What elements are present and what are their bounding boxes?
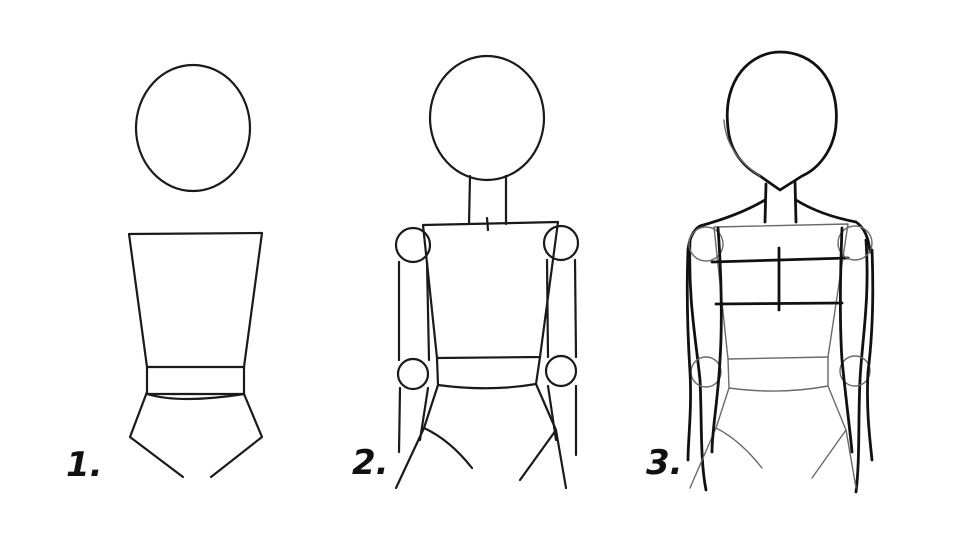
- step-3-right-arm-inner: [839, 226, 854, 454]
- step-3-left-trapezius: [686, 198, 767, 252]
- step-2-waist: [435, 355, 542, 390]
- step-2-right-elbow-joint: [544, 354, 578, 388]
- step-3-right-trapezius: [794, 198, 872, 254]
- step-2-left-elbow-joint: [396, 357, 430, 391]
- step-2-right-shoulder-joint: [542, 224, 580, 262]
- step-2-neck: [467, 174, 508, 226]
- step-2-torso: [421, 220, 560, 360]
- step-3-torso-guide: [713, 223, 849, 360]
- step-3-right-arm-outer: [866, 248, 875, 462]
- step-2-figure: [394, 54, 580, 490]
- step-3-right-shoulder-joint: [837, 225, 873, 261]
- step-2-right-upper-arm: [545, 258, 578, 359]
- step-3-right-hip-guide: [811, 385, 857, 489]
- step-3-left-arm-inner: [710, 226, 723, 454]
- step-3-figure: [685, 50, 875, 494]
- step-3-left-hip-guide: [689, 387, 763, 489]
- step-3-head: [725, 50, 838, 192]
- step-2-label: 2.: [352, 443, 389, 483]
- step-2-left-forearm: [397, 386, 430, 454]
- step-3-left-elbow-joint: [690, 356, 722, 388]
- step-1-figure: [127, 63, 264, 479]
- step-2-left-shoulder-joint: [394, 226, 432, 264]
- step-1-head: [134, 63, 252, 193]
- step-1-label: 1.: [66, 445, 103, 485]
- step-3-label: 3.: [646, 443, 683, 483]
- step-3-left-arm-outer: [685, 248, 692, 462]
- step-2-right-forearm: [546, 384, 578, 457]
- step-3-waist-guide: [727, 356, 829, 392]
- step-3-right-body-contour: [854, 238, 869, 494]
- step-1-waist-curve: [145, 392, 246, 401]
- step-2-center-tick: [485, 216, 490, 232]
- step-1-left-hip: [128, 390, 185, 479]
- step-3-head-guide: [723, 119, 761, 177]
- step-1-waist: [145, 365, 246, 396]
- step-3-right-elbow-joint: [839, 355, 871, 387]
- step-3-neck: [763, 179, 798, 224]
- step-2-left-hip: [394, 383, 474, 490]
- step-2-left-upper-arm: [397, 260, 431, 362]
- step-2-right-hip: [518, 382, 568, 490]
- step-1-right-hip: [209, 392, 264, 479]
- step-3-left-shoulder-joint: [688, 226, 724, 262]
- step-1-torso: [127, 231, 264, 369]
- step-2-head: [428, 54, 546, 182]
